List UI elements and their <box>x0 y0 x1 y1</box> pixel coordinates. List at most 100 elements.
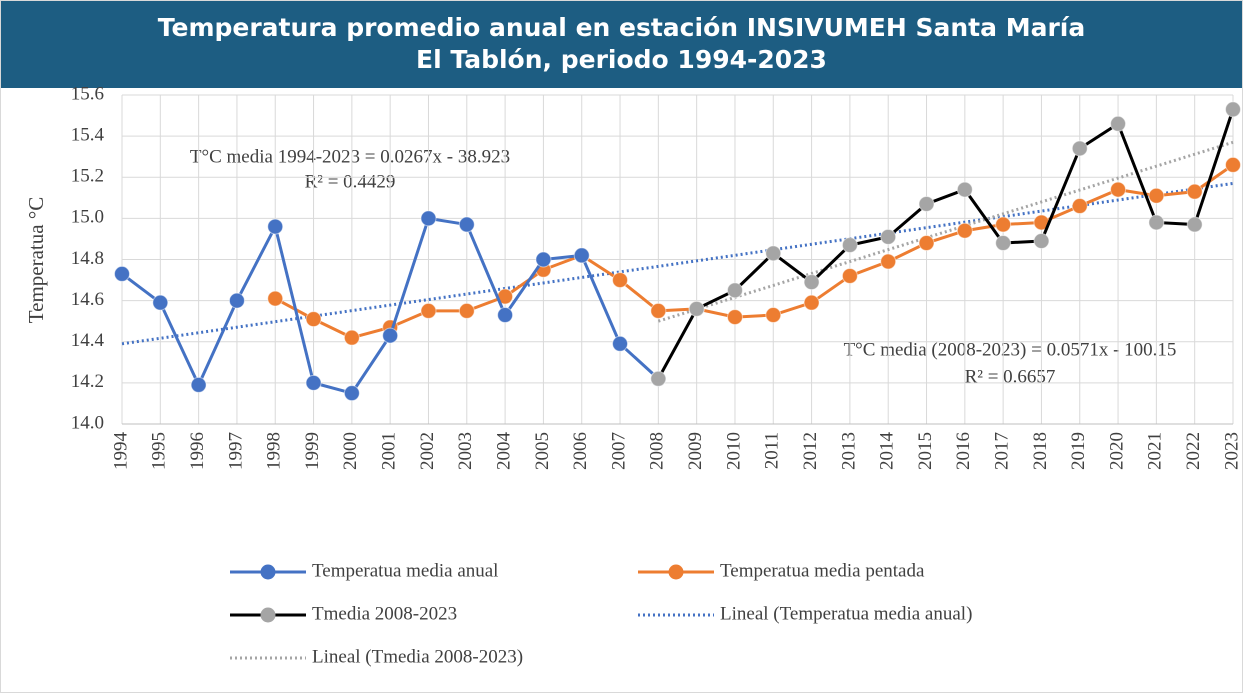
marker <box>1071 140 1088 157</box>
x-tick-label: 1999 <box>302 432 323 470</box>
x-tick-label: 2001 <box>379 432 400 470</box>
x-tick-label: 1994 <box>110 432 131 471</box>
marker <box>1033 232 1050 249</box>
marker <box>1110 115 1127 132</box>
x-tick-label: 2020 <box>1106 432 1127 470</box>
marker <box>305 311 322 328</box>
trendline <box>121 181 1234 346</box>
marker <box>1110 181 1127 198</box>
marker <box>765 307 782 324</box>
x-tick-label: 2004 <box>493 432 514 471</box>
marker <box>420 302 437 319</box>
marker <box>956 222 973 239</box>
legend-marker <box>260 564 276 580</box>
series-line <box>657 108 1235 380</box>
annotation: R² = 0.4429 <box>305 171 396 192</box>
x-tick-label: 1995 <box>149 432 170 470</box>
x-tick-label: 2019 <box>1068 432 1089 470</box>
x-tick-label: 2009 <box>685 432 706 470</box>
y-tick-label: 15.4 <box>71 124 105 145</box>
x-tick-label: 2018 <box>1030 432 1051 470</box>
x-tick-label: 2017 <box>991 432 1012 470</box>
marker <box>305 374 322 391</box>
y-tick-label: 15.0 <box>71 207 104 228</box>
y-tick-label: 14.8 <box>71 248 104 269</box>
marker <box>612 272 629 289</box>
marker <box>343 385 360 402</box>
chart-title: Temperatura promedio anual en estación I… <box>157 13 1086 74</box>
annotation: T°C media (2008-2023) = 0.0571x - 100.15 <box>844 339 1177 360</box>
y-tick-label: 15.2 <box>71 166 104 187</box>
x-tick-label: 1998 <box>264 432 285 470</box>
legend-label: Temperatua media anual <box>312 560 498 581</box>
x-tick-label: 2012 <box>800 432 821 470</box>
x-tick-label: 2002 <box>417 432 438 470</box>
marker <box>765 245 782 262</box>
marker <box>152 294 169 311</box>
y-tick-label: 14.6 <box>71 289 104 310</box>
marker <box>190 376 207 393</box>
y-tick-label: 14.2 <box>71 371 104 392</box>
x-tick-label: 2021 <box>1145 432 1166 470</box>
legend-marker <box>668 564 684 580</box>
marker <box>420 210 437 227</box>
marker <box>726 309 743 326</box>
trendline <box>657 140 1234 323</box>
marker <box>1225 156 1241 173</box>
x-tick-label: 2014 <box>877 432 898 471</box>
marker <box>880 228 897 245</box>
marker <box>880 253 897 270</box>
x-tick-label: 2013 <box>838 432 859 470</box>
x-tick-label: 2000 <box>340 432 361 470</box>
x-tick-label: 2022 <box>1183 432 1204 470</box>
marker <box>343 329 360 346</box>
x-tick-label: 2007 <box>608 432 629 470</box>
y-tick-label: 14.4 <box>71 330 105 351</box>
x-tick-label: 2015 <box>915 432 936 470</box>
marker <box>688 300 705 317</box>
x-tick-label: 2023 <box>1221 432 1242 470</box>
marker <box>918 195 935 212</box>
marker <box>458 216 475 233</box>
x-tick-label: 2010 <box>723 432 744 470</box>
y-tick-label: 14.0 <box>71 412 104 433</box>
marker <box>995 216 1012 233</box>
x-tick-label: 1997 <box>225 432 246 470</box>
marker <box>841 267 858 284</box>
marker <box>650 302 667 319</box>
marker <box>458 302 475 319</box>
marker <box>803 294 820 311</box>
x-tick-label: 2005 <box>532 432 553 470</box>
legend-label: Lineal (Tmedia 2008-2023) <box>312 646 523 667</box>
marker <box>995 235 1012 252</box>
marker <box>650 370 667 387</box>
marker <box>1148 214 1165 231</box>
marker <box>267 218 284 235</box>
marker <box>803 274 820 291</box>
x-tick-label: 2011 <box>762 432 783 469</box>
marker <box>1225 101 1241 118</box>
marker <box>612 335 629 352</box>
x-tick-label: 2006 <box>570 432 591 470</box>
title-band: Temperatura promedio anual en estación I… <box>0 0 1243 88</box>
legend-label: Tmedia 2008-2023 <box>312 603 457 624</box>
marker <box>841 237 858 254</box>
marker <box>1186 183 1203 200</box>
x-tick-label: 2003 <box>455 432 476 470</box>
marker <box>497 307 514 324</box>
marker <box>1071 198 1088 215</box>
marker <box>573 247 590 264</box>
marker <box>535 251 552 268</box>
legend-label: Lineal (Temperatua media anual) <box>720 603 972 624</box>
legend-label: Temperatua media pentada <box>720 560 925 581</box>
marker <box>956 181 973 198</box>
marker <box>228 292 245 309</box>
x-tick-label: 2008 <box>647 432 668 470</box>
x-tick-label: 2016 <box>953 432 974 470</box>
y-axis-label: Temperatua °C <box>24 197 48 323</box>
marker <box>1186 216 1203 233</box>
marker <box>267 290 284 307</box>
annotation: R² = 0.6657 <box>965 366 1056 387</box>
